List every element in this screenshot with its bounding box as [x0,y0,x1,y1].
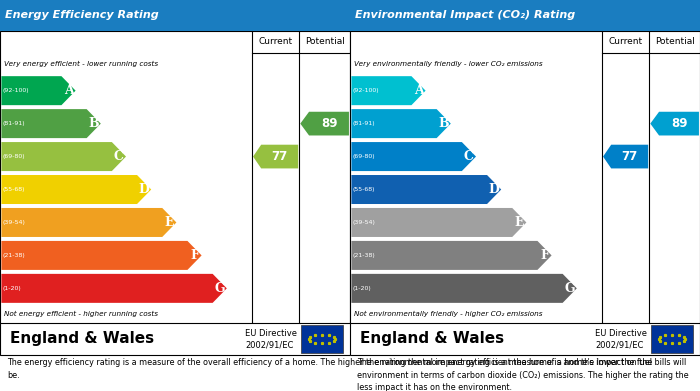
Bar [350,0,700,30]
Text: (21-38): (21-38) [353,253,375,258]
Text: Current: Current [608,38,643,47]
Polygon shape [1,109,101,138]
Text: (92-100): (92-100) [3,88,29,93]
Polygon shape [1,175,151,204]
Bar [651,325,693,353]
Text: A: A [64,84,74,97]
Text: The energy efficiency rating is a measure of the overall efficiency of a home. T: The energy efficiency rating is a measur… [7,358,686,380]
Polygon shape [650,112,699,135]
Text: 77: 77 [272,150,288,163]
Text: E: E [164,216,174,229]
Text: (55-68): (55-68) [3,187,25,192]
Text: England & Wales: England & Wales [10,332,155,346]
Text: Potential: Potential [304,38,344,47]
Text: G: G [214,282,225,295]
Text: (39-54): (39-54) [353,220,376,225]
Text: C: C [464,150,474,163]
Text: C: C [114,150,124,163]
Polygon shape [1,241,202,270]
Text: Energy Efficiency Rating: Energy Efficiency Rating [6,10,159,20]
Text: The environmental impact rating is a measure of a home's impact on the environme: The environmental impact rating is a mea… [357,358,689,391]
Text: (81-91): (81-91) [353,121,375,126]
Text: B: B [88,117,99,130]
Text: Current: Current [258,38,293,47]
Text: Not energy efficient - higher running costs: Not energy efficient - higher running co… [4,310,158,317]
Bar [350,323,700,355]
Polygon shape [1,208,176,237]
Text: Environmental Impact (CO₂) Rating: Environmental Impact (CO₂) Rating [355,10,575,20]
Text: (81-91): (81-91) [3,121,25,126]
Text: G: G [564,282,575,295]
Text: (92-100): (92-100) [353,88,379,93]
Polygon shape [603,145,648,169]
Polygon shape [300,112,349,135]
Polygon shape [351,142,476,171]
Text: Potential: Potential [654,38,694,47]
Text: F: F [540,249,550,262]
Text: (39-54): (39-54) [3,220,26,225]
Text: Not environmentally friendly - higher CO₂ emissions: Not environmentally friendly - higher CO… [354,310,542,317]
Text: EU Directive
2002/91/EC: EU Directive 2002/91/EC [245,328,297,350]
Polygon shape [351,109,451,138]
Text: (55-68): (55-68) [353,187,375,192]
Text: F: F [190,249,199,262]
Polygon shape [351,241,552,270]
Text: E: E [514,216,524,229]
Text: B: B [438,117,449,130]
Text: (1-20): (1-20) [3,286,22,291]
Bar [0,0,350,30]
Polygon shape [351,76,426,105]
Text: (69-80): (69-80) [353,154,375,159]
Polygon shape [351,175,501,204]
Text: Very energy efficient - lower running costs: Very energy efficient - lower running co… [4,61,158,67]
Text: England & Wales: England & Wales [360,332,505,346]
Text: A: A [414,84,424,97]
Text: D: D [138,183,149,196]
Text: D: D [488,183,499,196]
Text: 89: 89 [321,117,337,130]
Text: 77: 77 [622,150,638,163]
Text: 89: 89 [671,117,687,130]
Polygon shape [1,142,126,171]
Polygon shape [1,274,227,303]
Text: (69-80): (69-80) [3,154,25,159]
Bar [301,325,343,353]
Polygon shape [253,145,298,169]
Polygon shape [351,208,526,237]
Polygon shape [1,76,76,105]
Text: EU Directive
2002/91/EC: EU Directive 2002/91/EC [595,328,647,350]
Polygon shape [351,274,577,303]
Text: (21-38): (21-38) [3,253,25,258]
Text: Very environmentally friendly - lower CO₂ emissions: Very environmentally friendly - lower CO… [354,61,542,67]
Text: (1-20): (1-20) [353,286,372,291]
Bar [0,323,350,355]
